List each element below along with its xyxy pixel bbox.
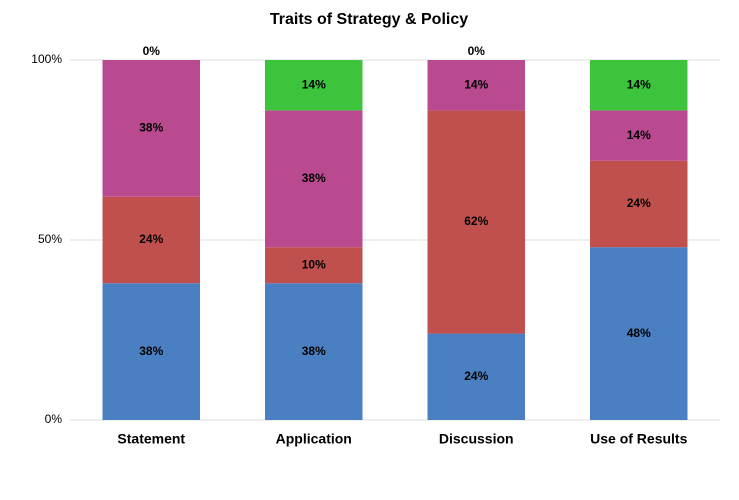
data-label: 38% (139, 344, 163, 358)
x-tick-label: Application (276, 431, 352, 447)
data-label: 24% (627, 196, 651, 210)
x-tick-label: Statement (117, 431, 185, 447)
y-tick-label: 0% (45, 412, 63, 426)
data-label: 38% (139, 121, 163, 135)
x-tick-label: Use of Results (590, 431, 687, 447)
chart-title: Traits of Strategy & Policy (270, 11, 468, 28)
data-label: 24% (464, 369, 488, 383)
data-label: 62% (464, 214, 488, 228)
chart: Traits of Strategy & Policy 0% 50% 100% Sta… (0, 0, 739, 500)
data-label: 48% (627, 326, 651, 340)
data-label: 14% (627, 128, 651, 142)
y-tick-label: 50% (38, 232, 62, 246)
data-label: 14% (302, 77, 326, 91)
data-label: 0% (143, 44, 161, 58)
data-label: 14% (627, 77, 651, 91)
data-label: 38% (302, 344, 326, 358)
data-label: 0% (468, 44, 486, 58)
y-tick-label: 100% (31, 52, 62, 66)
x-tick-label: Discussion (439, 431, 514, 447)
data-label: 10% (302, 257, 326, 271)
data-label: 38% (302, 171, 326, 185)
data-label: 14% (464, 77, 488, 91)
data-label: 24% (139, 232, 163, 246)
